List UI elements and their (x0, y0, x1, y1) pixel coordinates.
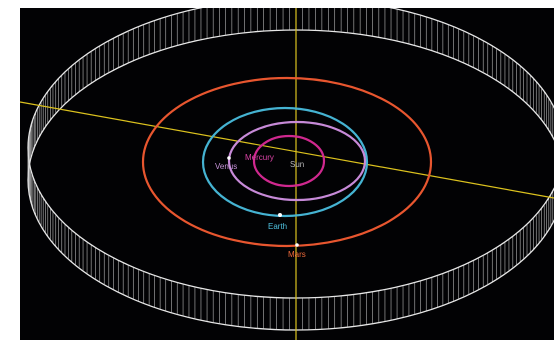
mars-label: Mars (288, 250, 306, 259)
venus-marker (227, 156, 231, 160)
earth-marker (278, 213, 282, 217)
mars-marker (295, 243, 299, 247)
earth-label: Earth (268, 222, 287, 231)
mercury-orbit (252, 134, 326, 188)
ecliptic-axis-line (20, 101, 554, 199)
earth-orbit (201, 106, 369, 218)
mars-orbit (141, 76, 433, 248)
mercury-label: Mercury (245, 153, 274, 162)
venus-orbit (227, 120, 367, 202)
sun-label: Sun (290, 160, 304, 169)
venus-label: Venus (215, 162, 237, 171)
